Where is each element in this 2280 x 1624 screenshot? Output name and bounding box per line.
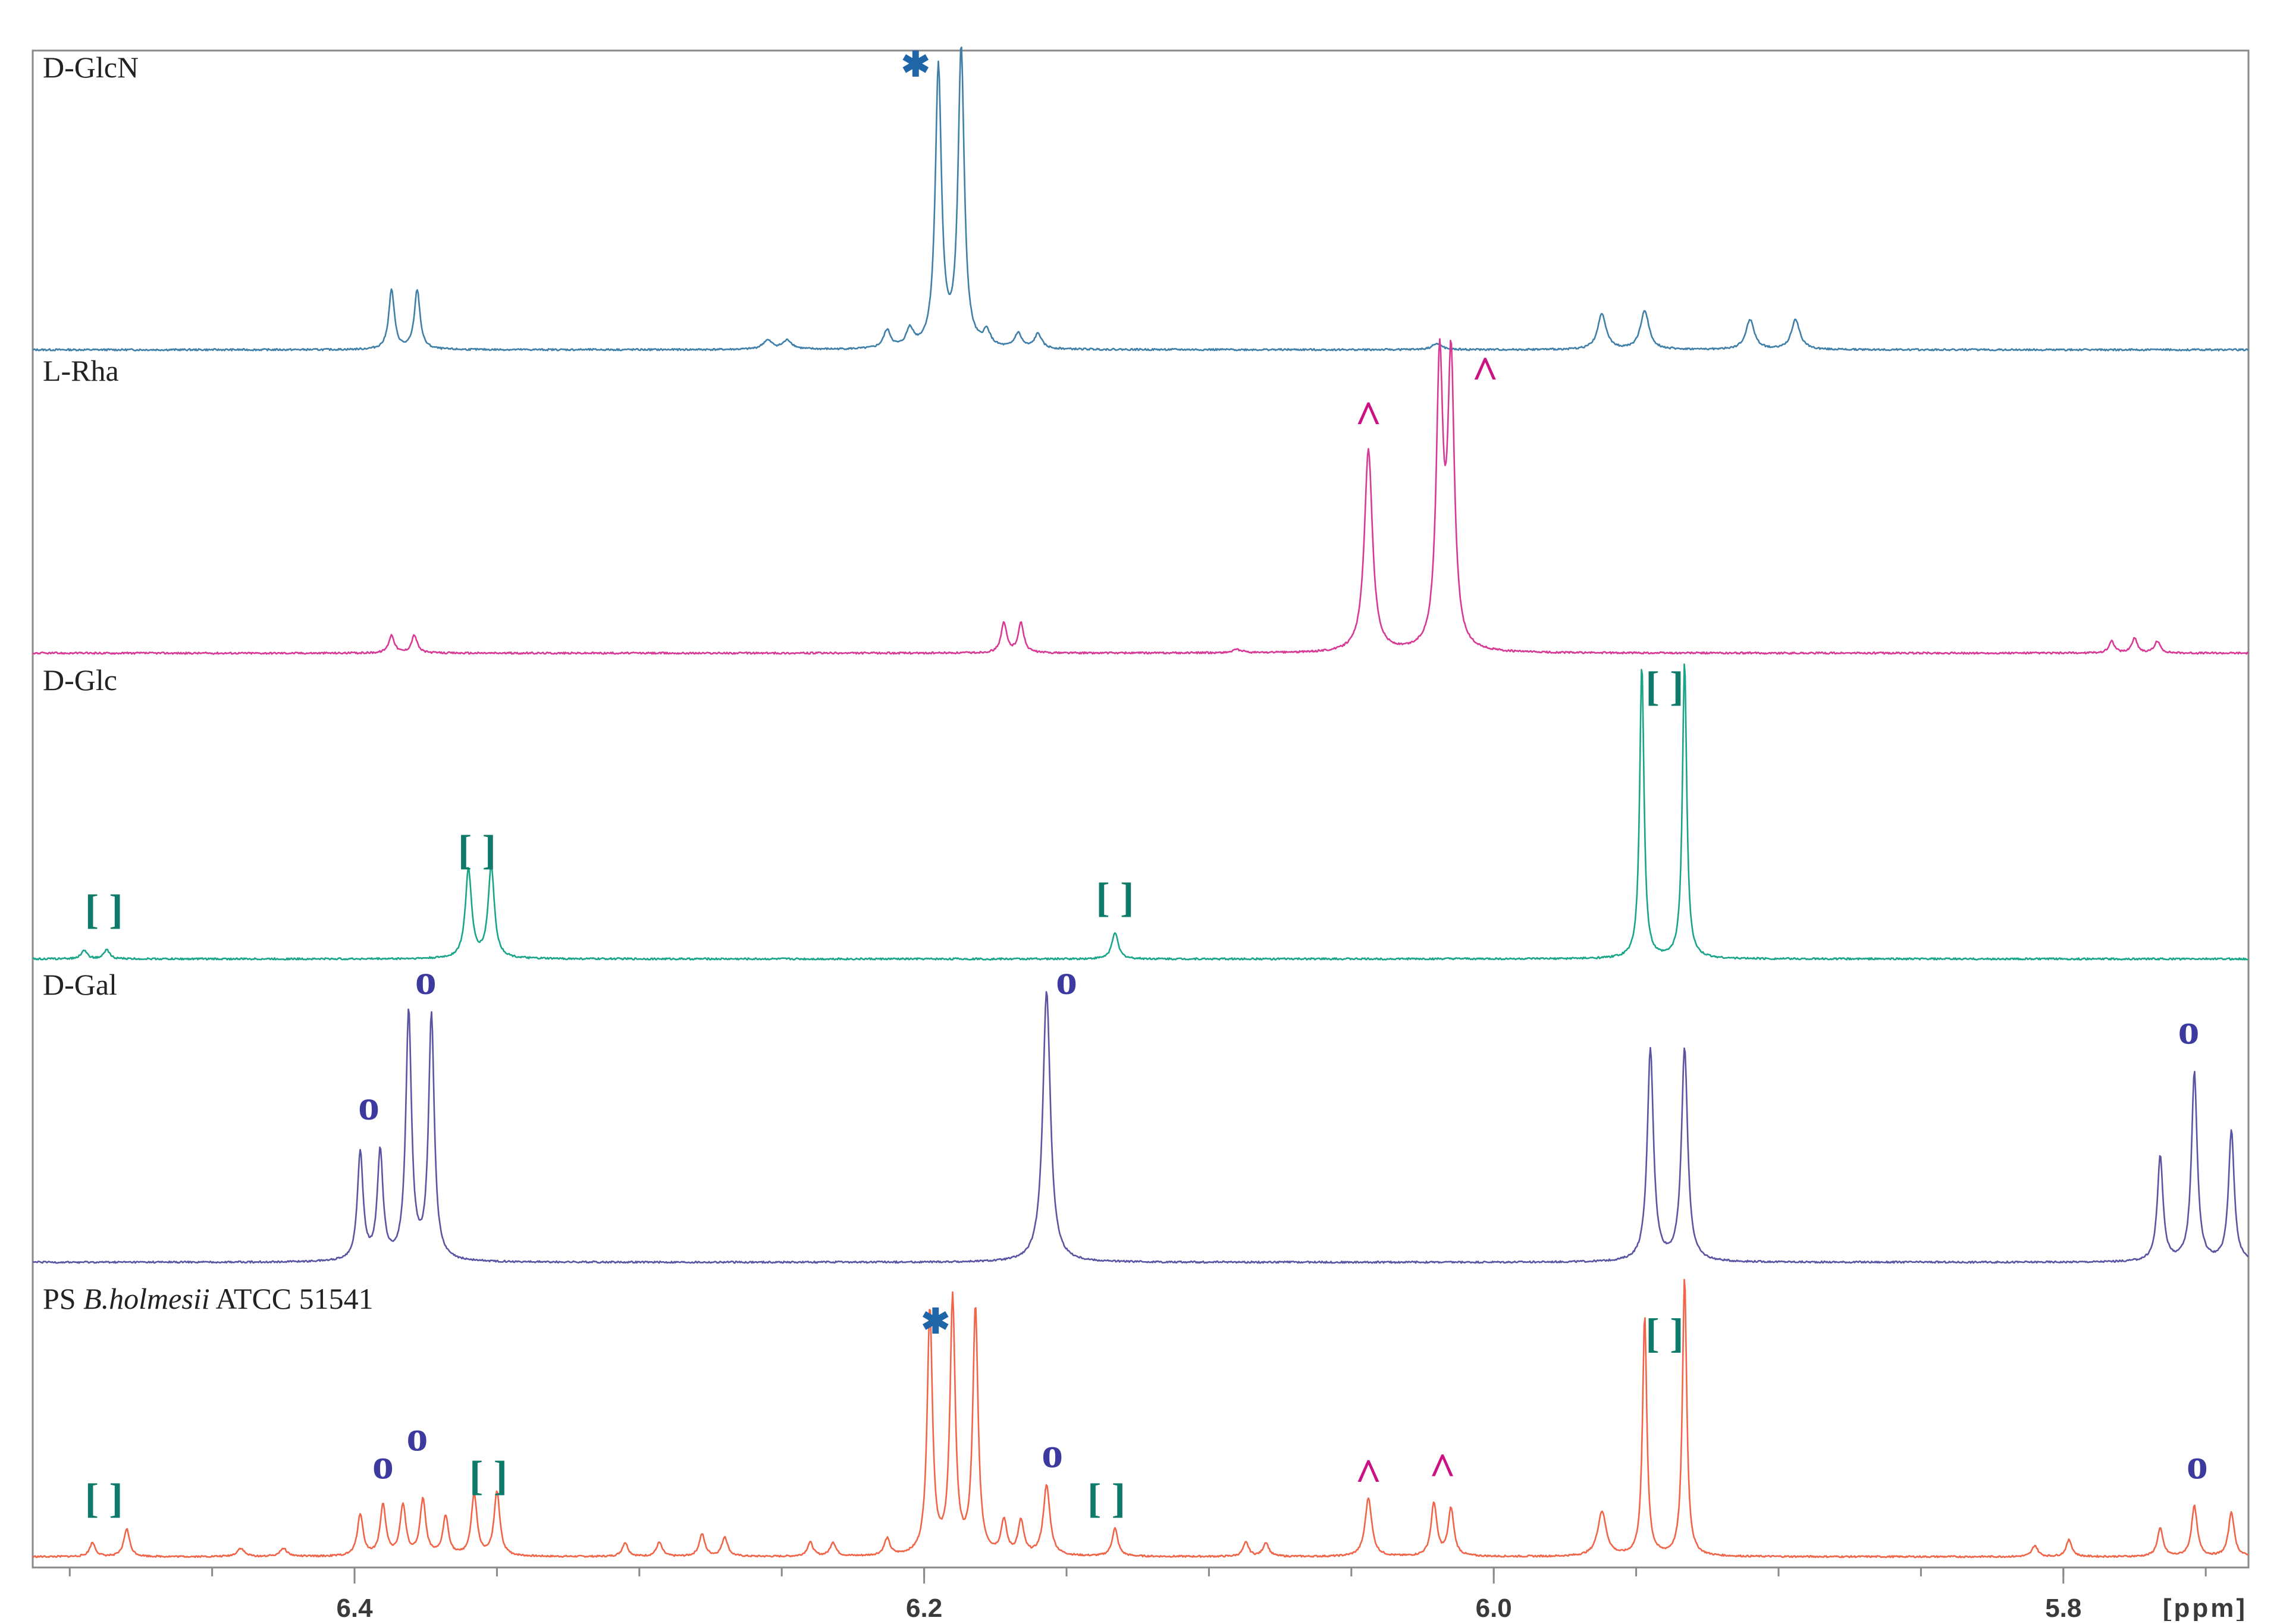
- svg-text:[ ]: [ ]: [1087, 1476, 1125, 1522]
- svg-text:^: ^: [1429, 1444, 1456, 1496]
- svg-text:^: ^: [1472, 347, 1498, 399]
- svg-text:o: o: [1056, 956, 1077, 1004]
- spectrum-trace-2: [32, 338, 2249, 655]
- peak-marker-6: [ ]: [85, 887, 123, 933]
- svg-text:[ ]: [ ]: [85, 1476, 123, 1522]
- peak-marker-21: [ ]: [85, 1476, 123, 1522]
- svg-text:o: o: [415, 956, 437, 1004]
- svg-text:o: o: [372, 1440, 394, 1488]
- svg-text:[ ]: [ ]: [1645, 664, 1683, 710]
- peak-marker-18: ^: [1429, 1444, 1456, 1496]
- peak-marker-5: [ ]: [458, 827, 496, 873]
- svg-text:o: o: [1042, 1429, 1063, 1477]
- svg-text:[ ]: [ ]: [1096, 875, 1134, 921]
- svg-text:^: ^: [1355, 1449, 1382, 1501]
- spectrum-labels: D-GlcN L-Rha D-Glc D-Gal PS B.holmesii ATCC …: [43, 51, 374, 1315]
- spectrum-trace-1: [32, 46, 2249, 352]
- peak-marker-16: o: [2187, 1440, 2208, 1488]
- svg-text:✱: ✱: [901, 45, 930, 84]
- svg-text:o: o: [2178, 1006, 2199, 1054]
- peak-marker-19: [ ]: [1645, 1311, 1683, 1357]
- svg-text:o: o: [2187, 1440, 2208, 1488]
- peak-marker-8: o: [415, 956, 437, 1004]
- peak-marker-7: [ ]: [1096, 875, 1134, 921]
- peak-marker-13: o: [372, 1440, 394, 1488]
- spectrum-label-2: L-Rha: [43, 354, 119, 387]
- x-tick-label: 5.8: [2045, 1594, 2081, 1621]
- x-tick-label: 6.2: [906, 1594, 942, 1621]
- svg-text:✱: ✱: [921, 1302, 950, 1341]
- svg-text:o: o: [406, 1412, 428, 1460]
- svg-text:[ ]: [ ]: [458, 827, 496, 873]
- svg-text:^: ^: [1355, 391, 1382, 443]
- peak-marker-4: [ ]: [1645, 664, 1683, 710]
- spectrum-label-3: D-Glc: [43, 663, 117, 697]
- x-axis: 6.4 6.2 6.0 5.8: [33, 1566, 2248, 1623]
- spectrum-trace-4: [32, 991, 2249, 1264]
- x-tick-label: 6.0: [1476, 1594, 1512, 1621]
- peak-marker-9: o: [358, 1081, 380, 1129]
- peak-marker-17: ^: [1355, 1449, 1382, 1501]
- peak-marker-10: o: [1056, 956, 1077, 1004]
- svg-text:[ ]: [ ]: [469, 1453, 507, 1499]
- spectrum-label-1: D-GlcN: [43, 51, 139, 84]
- spectrum-trace-5: [32, 1278, 2249, 1559]
- spectra-group: [32, 46, 2249, 1559]
- peak-marker-1: ✱: [901, 45, 930, 84]
- x-tick-label: 6.4: [336, 1594, 373, 1621]
- svg-text:o: o: [358, 1081, 380, 1129]
- svg-text:[ ]: [ ]: [85, 887, 123, 933]
- peak-marker-2: ^: [1355, 391, 1382, 443]
- peak-marker-15: o: [1042, 1429, 1063, 1477]
- peak-marker-3: ^: [1472, 347, 1498, 399]
- x-axis-unit-label: [ppm]: [2163, 1594, 2247, 1621]
- spectrum-trace-3: [32, 663, 2248, 961]
- spectrum-label-4: D-Gal: [43, 968, 117, 1001]
- peak-marker-22: [ ]: [1087, 1476, 1125, 1522]
- spectrum-label-5: PS B.holmesii ATCC 51541: [43, 1282, 374, 1315]
- svg-text:[ ]: [ ]: [1645, 1311, 1683, 1357]
- peak-marker-20: [ ]: [469, 1453, 507, 1499]
- peak-marker-12: ✱: [921, 1302, 950, 1341]
- peak-marker-14: o: [406, 1412, 428, 1460]
- plot-frame: [32, 49, 2250, 1569]
- peak-marker-11: o: [2178, 1006, 2199, 1054]
